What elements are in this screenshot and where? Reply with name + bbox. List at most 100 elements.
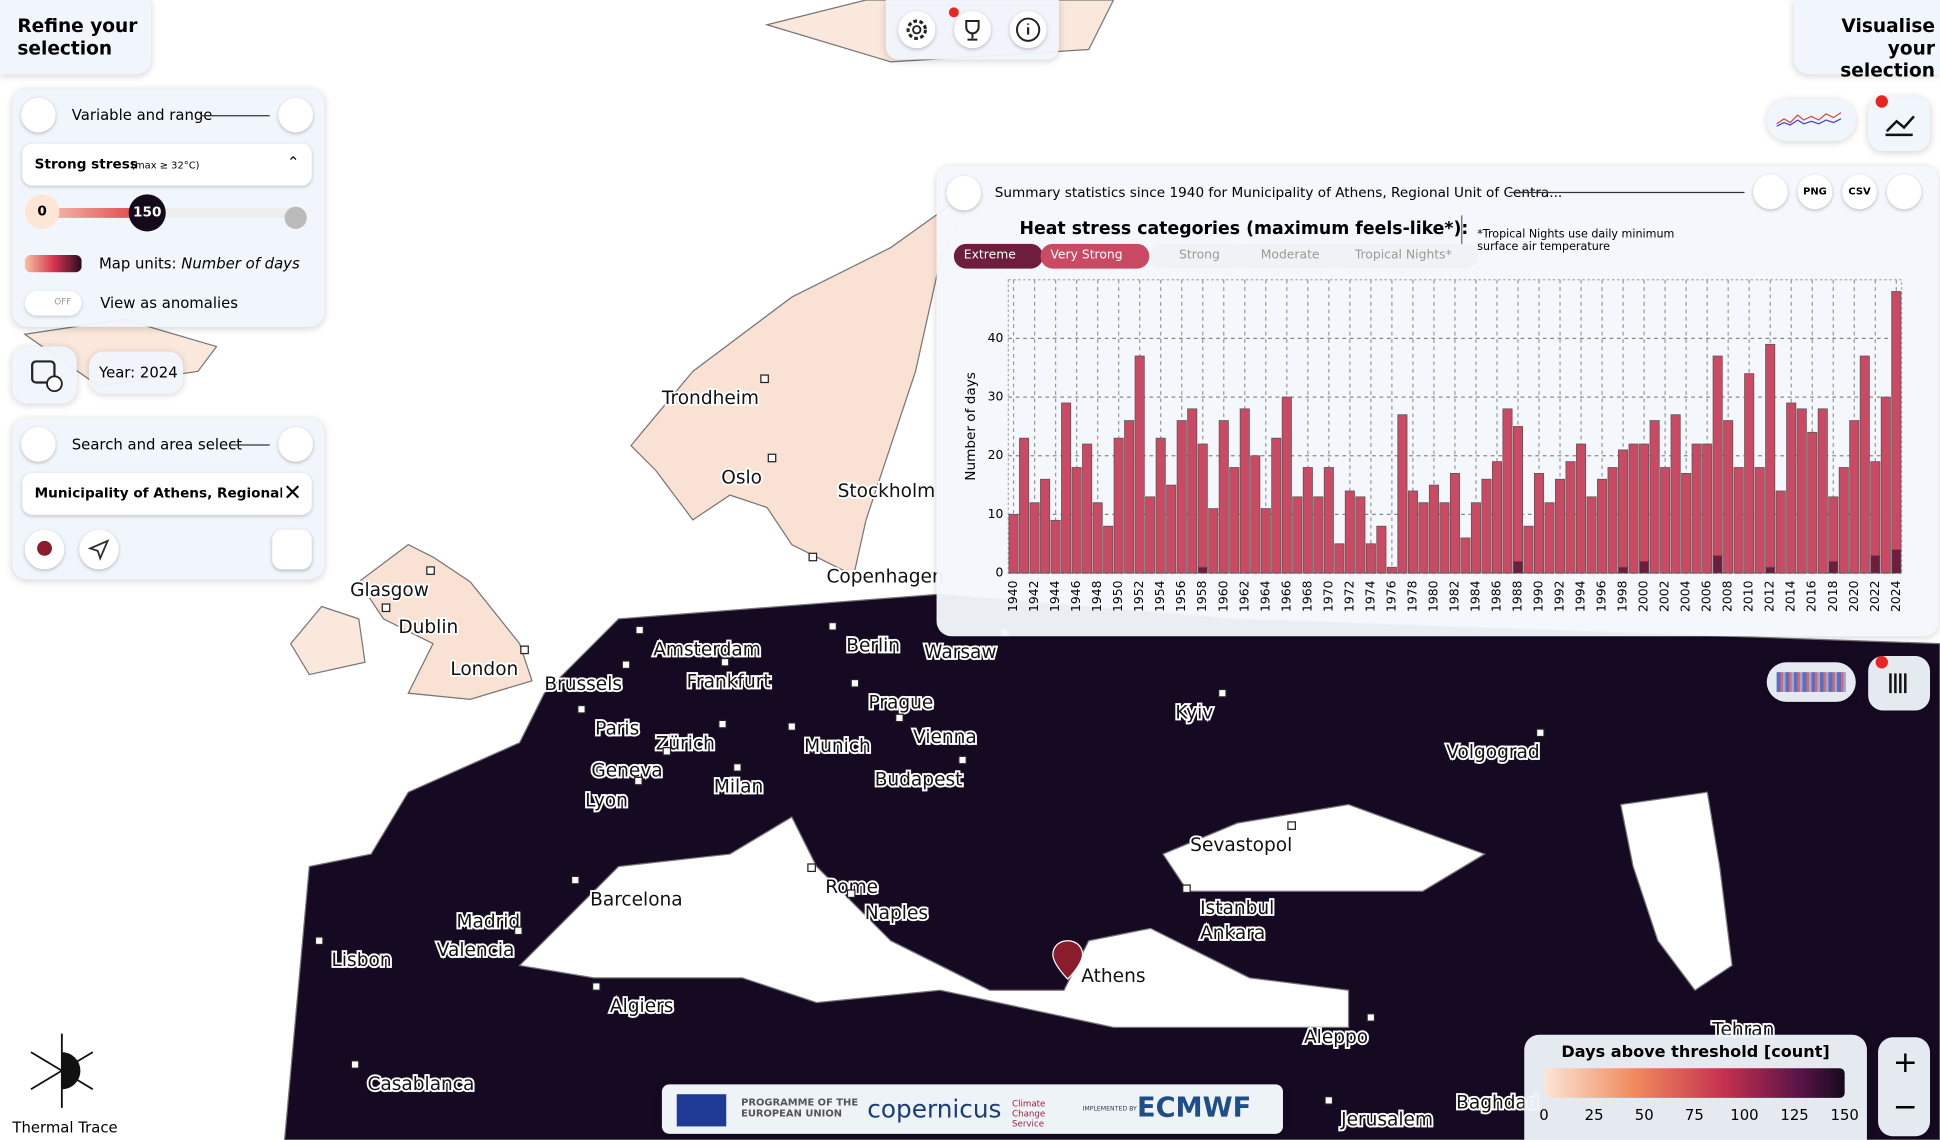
bar bbox=[1670, 414, 1681, 574]
bar bbox=[1744, 373, 1755, 574]
city-marker bbox=[850, 678, 860, 688]
locate-button[interactable] bbox=[79, 529, 119, 570]
bar bbox=[1870, 461, 1881, 556]
city-label: Lisbon bbox=[332, 950, 392, 971]
city-label: Ankara bbox=[1200, 923, 1265, 944]
bar bbox=[1491, 461, 1502, 574]
city-marker bbox=[577, 704, 586, 714]
bar bbox=[1754, 467, 1765, 574]
legend-chip[interactable]: Extreme bbox=[953, 243, 1044, 269]
share-button[interactable] bbox=[1753, 174, 1788, 210]
city-label: Paris bbox=[595, 719, 639, 740]
chart-thumb[interactable] bbox=[1766, 99, 1856, 142]
bar bbox=[1639, 443, 1650, 562]
y-tick-label: 10 bbox=[988, 507, 1004, 521]
info-button[interactable] bbox=[278, 97, 314, 133]
panel-heading: Variable and range bbox=[71, 106, 213, 124]
collapse-button[interactable] bbox=[21, 97, 56, 133]
bar bbox=[1618, 566, 1629, 574]
bar bbox=[1397, 414, 1408, 574]
bar bbox=[1008, 514, 1019, 574]
settings-button[interactable] bbox=[898, 11, 936, 49]
city-marker bbox=[767, 453, 777, 463]
bar bbox=[1502, 408, 1513, 574]
bar bbox=[1786, 402, 1797, 574]
bar bbox=[1681, 472, 1692, 574]
bar bbox=[1649, 420, 1660, 574]
pin-button[interactable] bbox=[24, 529, 65, 570]
clear-button[interactable]: ✕ bbox=[283, 480, 302, 507]
bar bbox=[1691, 443, 1702, 574]
range-min[interactable]: 0 bbox=[24, 194, 60, 229]
bar bbox=[1103, 525, 1114, 574]
city-marker bbox=[1182, 884, 1191, 894]
city-label: Naples bbox=[865, 903, 928, 924]
bar bbox=[1134, 355, 1145, 574]
x-tick-label: 1972 bbox=[1342, 581, 1356, 612]
bar bbox=[1723, 420, 1734, 574]
bar bbox=[1197, 566, 1208, 574]
city-marker bbox=[1535, 728, 1545, 738]
zoom-out[interactable]: − bbox=[1892, 1089, 1918, 1124]
x-tick-label: 1962 bbox=[1237, 581, 1251, 612]
search-panel: Search and area select Municipality of A… bbox=[12, 418, 325, 580]
panel-heading: Search and area select bbox=[71, 435, 243, 454]
bar bbox=[1082, 443, 1093, 574]
eu-flag bbox=[676, 1094, 727, 1127]
city-label: Athens bbox=[1081, 966, 1145, 987]
info-button[interactable] bbox=[1009, 11, 1047, 49]
bar bbox=[1271, 437, 1282, 574]
legend-title: Days above threshold [count] bbox=[1561, 1043, 1830, 1063]
collapse-button[interactable] bbox=[21, 427, 56, 462]
bar bbox=[1376, 525, 1387, 574]
bar bbox=[1187, 408, 1198, 574]
search-query: Municipality of Athens, Regional Unit of bbox=[34, 485, 283, 502]
x-tick-label: 1956 bbox=[1174, 580, 1188, 612]
variable-panel: Variable and range Strong stress (max ≥ … bbox=[12, 89, 325, 327]
info-button[interactable] bbox=[278, 427, 314, 462]
x-tick-label: 2010 bbox=[1742, 580, 1756, 612]
city-label: Milan bbox=[714, 777, 763, 798]
csv-button[interactable]: CSV bbox=[1842, 174, 1877, 210]
x-tick-label: 1966 bbox=[1279, 580, 1293, 612]
collapse-button[interactable] bbox=[1886, 174, 1922, 210]
info-button[interactable] bbox=[946, 175, 982, 211]
variable-select[interactable]: Strong stress (max ≥ 32°C) ⌃ bbox=[22, 143, 312, 186]
legend-chip[interactable]: Tropical Nights* bbox=[1325, 243, 1479, 269]
city-marker bbox=[520, 645, 529, 655]
select-arrows: ⌃ bbox=[286, 153, 300, 171]
logo-text: IMPLEMENTED BY bbox=[1082, 1105, 1137, 1113]
city-label: Prague bbox=[869, 693, 934, 714]
calendar-button[interactable] bbox=[12, 346, 77, 404]
bar-chart: 0 10 20 30 40 1940 1942 1944 1946 1948 1950 1952 195… bbox=[963, 279, 1903, 612]
chart-toggle[interactable] bbox=[1868, 96, 1931, 152]
brand: Thermal Trace bbox=[12, 1027, 118, 1138]
x-tick-label: 1990 bbox=[1532, 580, 1546, 612]
legend-chip[interactable]: Strong bbox=[1149, 243, 1248, 269]
y-tick-label: 40 bbox=[988, 331, 1004, 345]
bar bbox=[1828, 560, 1839, 574]
bar bbox=[1870, 555, 1881, 574]
anomaly-toggle[interactable]: OFF bbox=[24, 290, 82, 316]
bar bbox=[1092, 502, 1103, 574]
range-max[interactable]: 150 bbox=[128, 194, 166, 232]
legend-chip[interactable]: Very Strong bbox=[1040, 243, 1150, 269]
bar bbox=[1229, 467, 1240, 574]
legend-tick: 25 bbox=[1584, 1106, 1604, 1124]
bar bbox=[1597, 478, 1608, 574]
trophy-button[interactable] bbox=[953, 11, 991, 49]
stripes-thumb[interactable] bbox=[1766, 662, 1856, 702]
bar bbox=[1628, 443, 1639, 574]
area-select-button[interactable] bbox=[272, 529, 312, 570]
chart-panel-title: Summary statistics since 1940 for Munici… bbox=[994, 184, 1563, 201]
bar bbox=[1365, 543, 1376, 574]
search-input[interactable]: Municipality of Athens, Regional Unit of… bbox=[22, 472, 312, 515]
bar bbox=[1470, 502, 1481, 574]
city-marker bbox=[634, 776, 643, 786]
png-button[interactable]: PNG bbox=[1797, 174, 1833, 210]
zoom-controls: + − bbox=[1878, 1037, 1931, 1137]
bar bbox=[1859, 355, 1870, 574]
zoom-in[interactable]: + bbox=[1892, 1044, 1918, 1080]
city-marker bbox=[760, 374, 769, 384]
right-title-box: Visualise your selection bbox=[1793, 0, 1940, 82]
